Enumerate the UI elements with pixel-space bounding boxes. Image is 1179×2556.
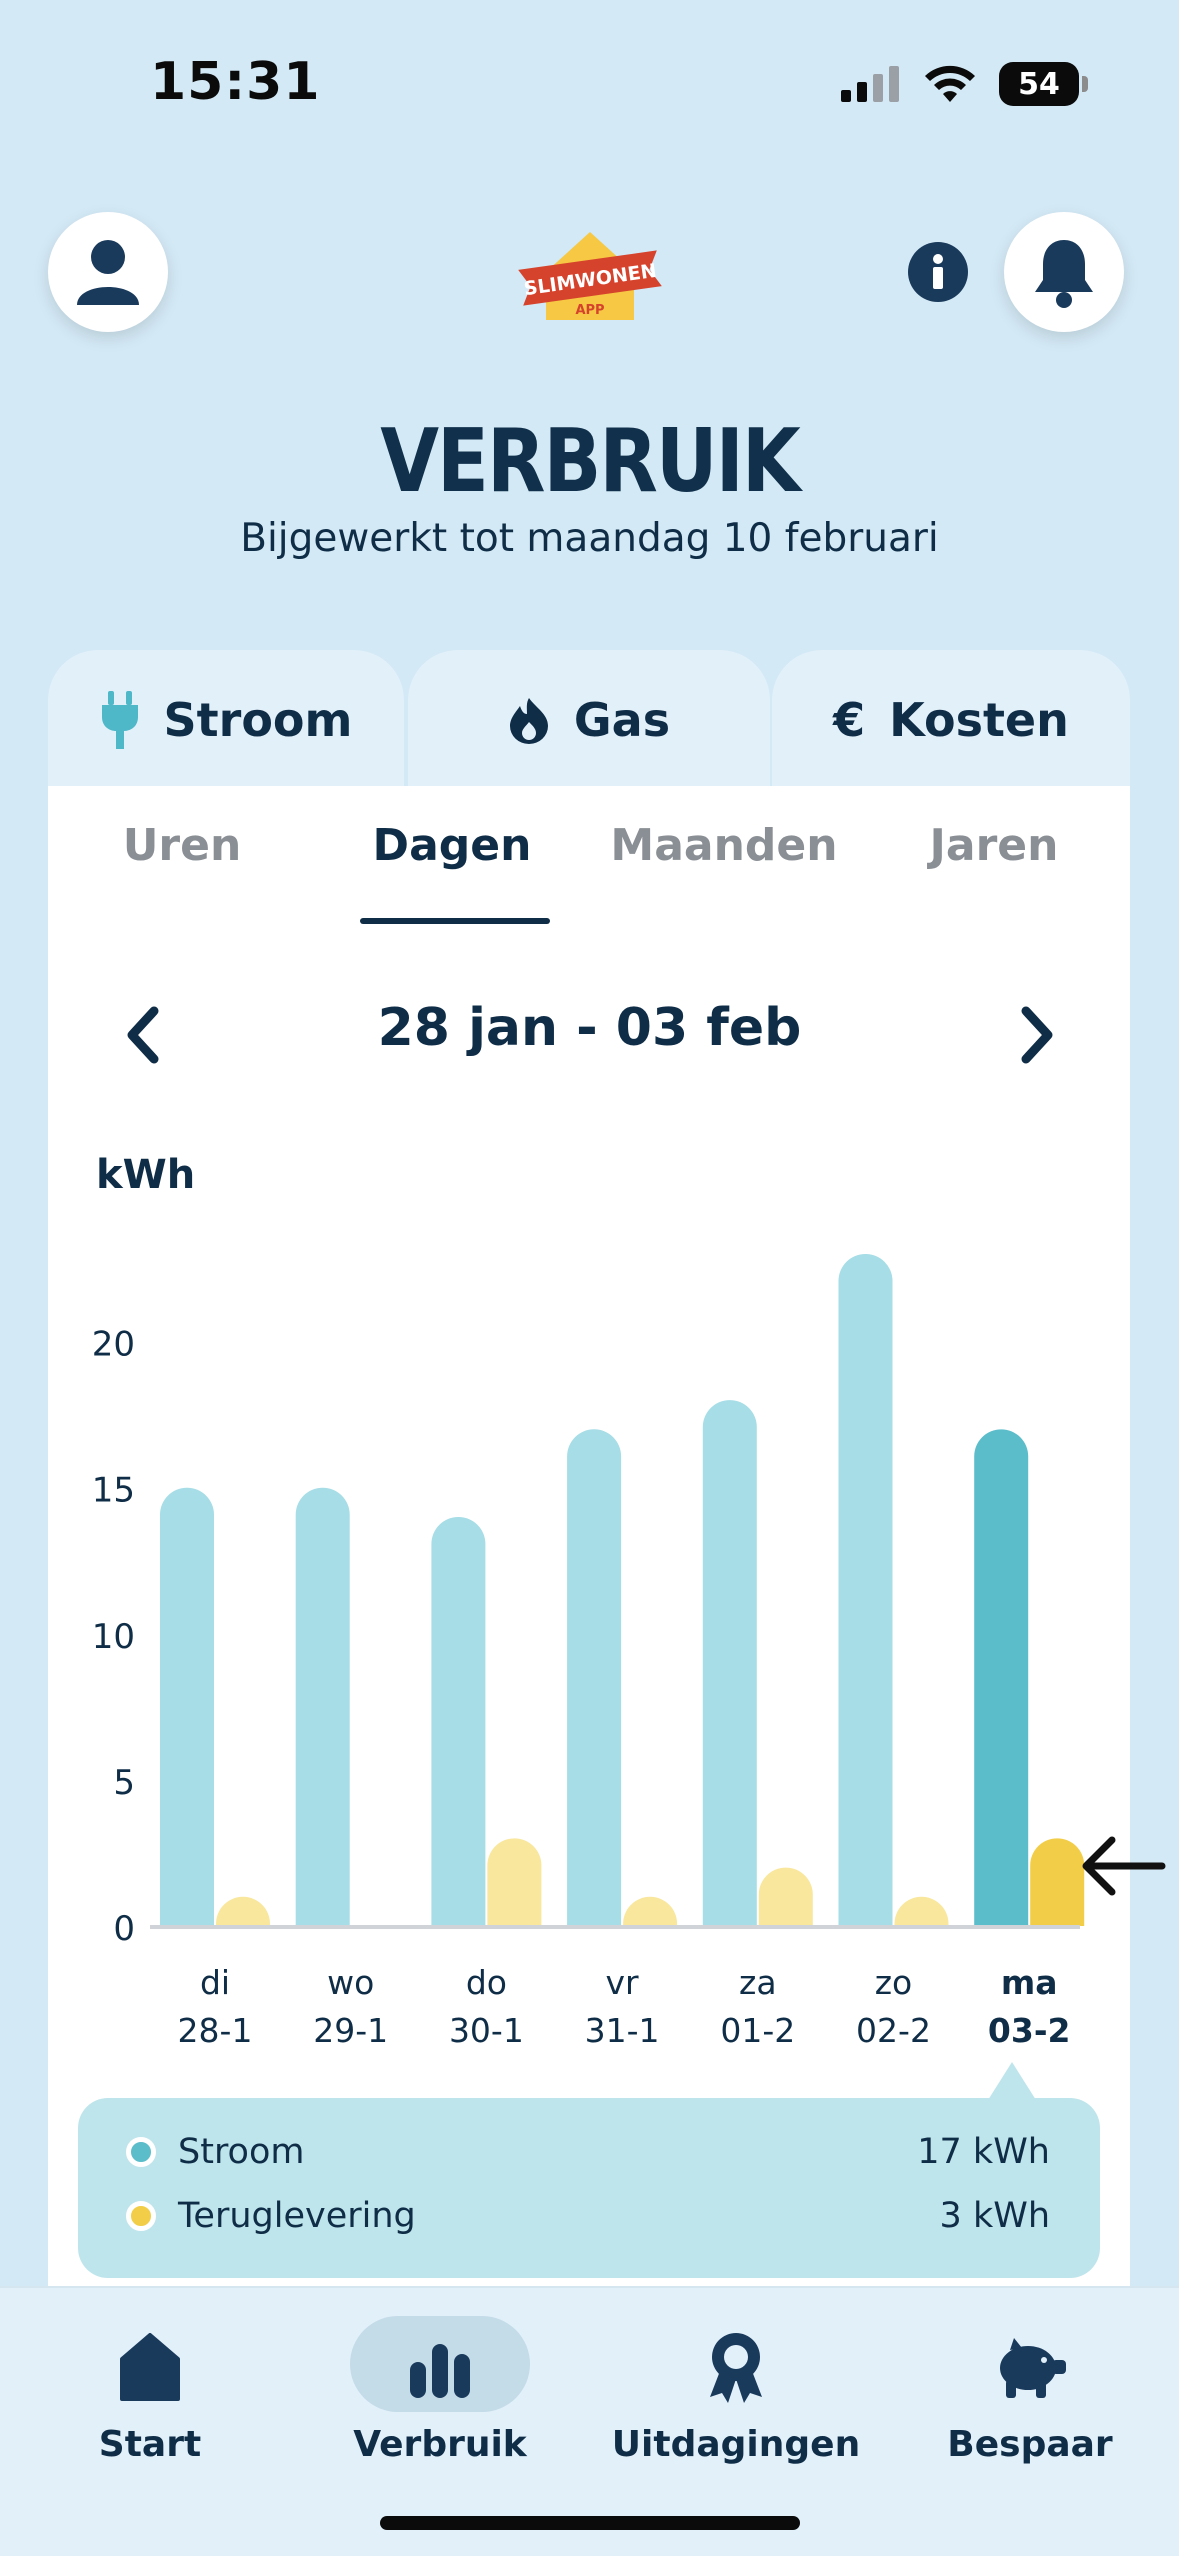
y-axis-unit-label: kWh — [96, 1152, 196, 1198]
x-tick-date: 01-2 — [720, 2011, 795, 2050]
nav-start-label: Start — [98, 2424, 202, 2465]
bar-stroom — [295, 1487, 350, 1926]
nav-uitdagingen[interactable]: Uitdagingen — [586, 2288, 886, 2488]
x-tick-date: 03-2 — [988, 2011, 1071, 2050]
y-tick-label: 0 — [113, 1909, 135, 1949]
info-button[interactable] — [908, 242, 968, 302]
nav-bespaar-label: Bespaar — [947, 2424, 1113, 2465]
signal-icon — [841, 66, 899, 102]
legend-value-stroom: 17 kWh — [917, 2132, 1050, 2172]
x-tick-day: vr — [606, 1963, 640, 2002]
bottom-navigation: Start Verbruik Uitdagingen — [0, 2286, 1179, 2556]
tab-maanden[interactable]: Maanden — [610, 820, 838, 871]
next-period-button[interactable] — [1008, 1000, 1068, 1070]
bar-teruglevering — [1030, 1838, 1085, 1926]
home-indicator — [380, 2516, 800, 2530]
page-title: VERBRUIK — [380, 409, 801, 512]
profile-button[interactable] — [48, 212, 168, 332]
y-tick-label: 15 — [92, 1471, 135, 1511]
app-logo: SLIMWONEN APP — [516, 220, 664, 328]
bar-stroom — [702, 1400, 757, 1926]
status-time: 15:31 — [150, 52, 321, 112]
info-icon — [933, 254, 943, 289]
arrow-left-icon — [1082, 1836, 1166, 1896]
x-tick-day: ma — [1001, 1963, 1058, 2002]
teruglevering-dot-icon — [126, 2201, 156, 2231]
legend-row-stroom: Stroom 17 kWh — [126, 2132, 1050, 2172]
logo-sub: APP — [575, 303, 604, 318]
x-tick-day: za — [739, 1963, 777, 2002]
battery-level: 54 — [1018, 66, 1060, 102]
tab-stroom-label: Stroom — [163, 693, 353, 747]
x-tick-date: 29-1 — [313, 2011, 388, 2050]
nav-verbruik-label: Verbruik — [353, 2424, 527, 2465]
x-tick-day: do — [466, 1963, 507, 2002]
x-tick-date: 31-1 — [585, 2011, 660, 2050]
award-icon — [710, 2333, 762, 2403]
bar-stroom — [974, 1429, 1029, 1926]
tab-kosten-label: Kosten — [889, 693, 1069, 747]
tab-gas[interactable]: Gas — [408, 650, 770, 790]
tab-dagen[interactable]: Dagen — [372, 820, 532, 871]
bar-stroom — [160, 1487, 214, 1926]
usage-bar-chart: 0 5 10 15 20 di 28-1 wo 29-1 do 30-1 vr 31-1 za 01-2 zo… — [92, 1254, 1166, 2050]
euro-icon: € — [833, 693, 866, 747]
stroom-dot-icon — [126, 2137, 156, 2167]
energy-tabs: Stroom Gas € Kosten — [48, 650, 1130, 790]
wifi-icon — [925, 65, 975, 102]
nav-bespaar[interactable]: Bespaar — [880, 2288, 1179, 2488]
x-tick-day: zo — [875, 1963, 913, 2002]
x-tick-date: 02-2 — [856, 2011, 931, 2050]
active-tab-indicator — [360, 918, 550, 924]
chevron-right-icon — [1021, 1006, 1053, 1064]
bar-stroom — [567, 1429, 622, 1926]
bar-chart-icon — [410, 2344, 470, 2398]
tab-gas-label: Gas — [573, 693, 671, 747]
selected-day-legend: Stroom 17 kWh Teruglevering 3 kWh — [78, 2098, 1100, 2278]
bar-teruglevering — [487, 1838, 542, 1926]
legend-label-stroom: Stroom — [178, 2132, 305, 2172]
bar-teruglevering — [894, 1896, 949, 1926]
notifications-button[interactable] — [1004, 212, 1124, 332]
x-tick-day: di — [200, 1963, 230, 2002]
bar-teruglevering — [216, 1896, 270, 1926]
battery-indicator: 54 — [999, 62, 1088, 106]
date-range-label: 28 jan - 03 feb — [377, 998, 802, 1058]
user-icon — [77, 240, 139, 305]
bar-teruglevering — [758, 1867, 813, 1926]
x-tick-date: 30-1 — [449, 2011, 524, 2050]
tab-kosten[interactable]: € Kosten — [772, 650, 1130, 790]
nav-verbruik[interactable]: Verbruik — [290, 2288, 590, 2488]
home-icon — [120, 2333, 180, 2401]
plug-icon — [101, 691, 138, 749]
x-tick-day: wo — [327, 1963, 374, 2002]
x-tick-date: 28-1 — [178, 2011, 253, 2050]
nav-uitdagingen-label: Uitdagingen — [611, 2424, 861, 2465]
y-tick-label: 20 — [92, 1325, 135, 1365]
previous-period-button[interactable] — [112, 1000, 172, 1070]
y-tick-label: 5 — [113, 1763, 135, 1803]
y-tick-label: 10 — [92, 1617, 135, 1657]
bar-stroom — [431, 1516, 486, 1926]
bar-stroom — [838, 1254, 893, 1926]
legend-row-teruglevering: Teruglevering 3 kWh — [126, 2196, 1050, 2236]
legend-value-teruglevering: 3 kWh — [939, 2196, 1050, 2236]
bar-teruglevering — [623, 1896, 678, 1926]
piggy-bank-icon — [1000, 2338, 1066, 2398]
tab-jaren[interactable]: Jaren — [929, 820, 1059, 871]
nav-start[interactable]: Start — [0, 2288, 300, 2488]
last-updated-text: Bijgewerkt tot maandag 10 februari — [240, 516, 939, 561]
flame-icon — [509, 698, 548, 744]
tab-uren[interactable]: Uren — [122, 820, 242, 871]
legend-label-teruglevering: Teruglevering — [178, 2196, 416, 2236]
status-icons: 54 — [841, 62, 1088, 106]
tab-stroom[interactable]: Stroom — [48, 650, 404, 790]
chevron-left-icon — [127, 1006, 159, 1064]
bell-icon — [1035, 240, 1093, 308]
legend-pointer — [988, 2062, 1036, 2100]
